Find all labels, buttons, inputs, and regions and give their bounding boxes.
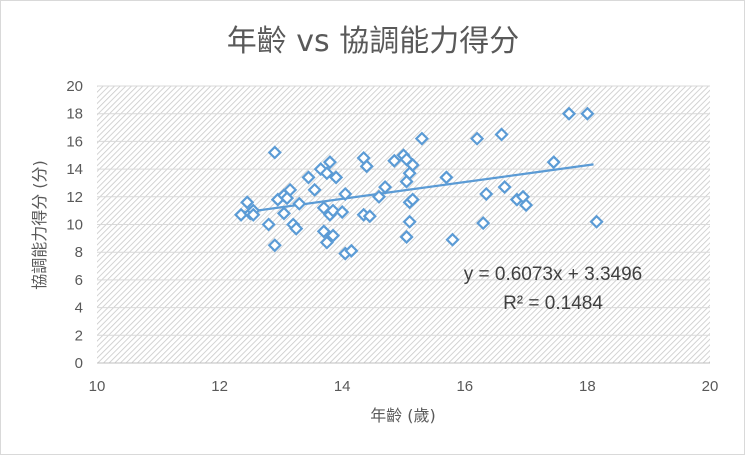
data-point [479, 186, 494, 202]
data-point [322, 155, 337, 170]
data-point [319, 166, 334, 181]
y-tick-label: 4 [75, 300, 83, 317]
y-tick-label: 16 [66, 133, 83, 150]
y-tick-label: 0 [75, 355, 83, 372]
data-point [316, 224, 331, 239]
chart-title: 年齡 vs 協調能力得分 [227, 24, 519, 59]
y-axis-label: 協調能力得分 (分) [30, 160, 49, 290]
data-point [546, 155, 561, 170]
data-point [325, 228, 341, 243]
y-tick-label: 6 [75, 272, 83, 289]
data-point [246, 207, 261, 222]
data-point [338, 186, 353, 202]
x-tick-label: 18 [579, 378, 596, 395]
x-tick-label: 20 [702, 378, 719, 395]
data-point [292, 196, 307, 211]
x-tick-label: 16 [456, 378, 473, 395]
data-point [589, 214, 604, 229]
data-point [402, 214, 417, 229]
x-tick-label: 10 [89, 378, 106, 395]
y-tick-label: 8 [75, 244, 83, 261]
data-point [580, 106, 595, 121]
data-point [344, 243, 359, 258]
trendline-equation: y = 0.6073x + 3.3496 [464, 264, 643, 285]
data-point [301, 170, 316, 185]
data-point [476, 216, 491, 231]
r-squared-label: R² = 0.1484 [503, 293, 603, 314]
data-point [494, 127, 509, 142]
data-point [283, 182, 298, 197]
data-point [319, 235, 334, 250]
data-point [445, 232, 460, 247]
data-point [470, 131, 485, 146]
y-tick-label: 20 [66, 78, 83, 95]
y-tick-label: 12 [66, 189, 83, 206]
data-points [233, 106, 604, 261]
data-point [325, 203, 341, 218]
data-point [371, 189, 387, 204]
y-axis-ticks: 0 2 4 6 8 10 12 14 16 18 20 [66, 78, 83, 372]
data-point [335, 204, 350, 220]
data-point [405, 157, 420, 173]
x-tick-label: 14 [334, 378, 351, 395]
data-point [414, 131, 429, 146]
data-point [439, 170, 454, 185]
data-point [399, 229, 414, 245]
data-point [261, 217, 276, 232]
data-point [289, 221, 304, 236]
data-point [378, 180, 393, 195]
x-axis-label: 年齡 (歲) [370, 406, 436, 425]
data-point [362, 209, 377, 224]
y-tick-label: 10 [66, 217, 83, 234]
data-point [359, 159, 374, 174]
y-tick-label: 2 [75, 327, 83, 344]
data-point [267, 238, 282, 253]
data-point [561, 106, 577, 121]
gridlines [97, 85, 710, 364]
x-tick-label: 12 [211, 378, 228, 395]
y-tick-label: 18 [66, 106, 83, 123]
y-tick-label: 14 [66, 161, 83, 178]
data-point [276, 206, 292, 221]
data-point [497, 180, 512, 195]
data-point [387, 153, 402, 168]
data-point [240, 195, 255, 210]
data-point [519, 198, 534, 213]
x-axis-ticks: 10 12 14 16 18 20 [89, 378, 719, 395]
data-point [267, 145, 282, 160]
data-point [307, 182, 322, 197]
data-point [329, 170, 344, 185]
data-point [405, 192, 420, 207]
